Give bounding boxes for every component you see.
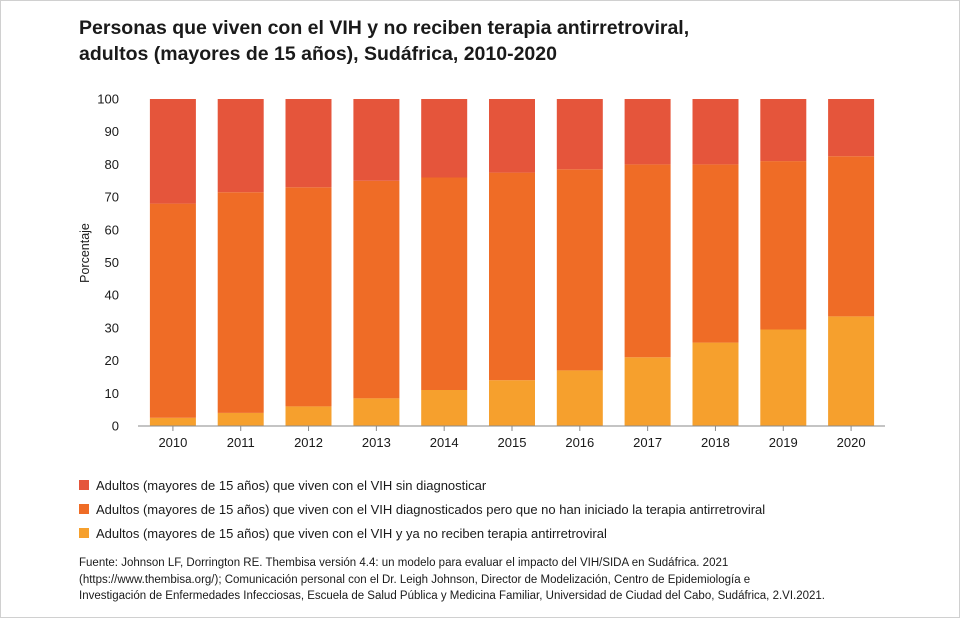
bar-segment-2016-series-2	[556, 169, 603, 371]
bar-segment-2012-series-3	[285, 99, 332, 188]
x-axis: 2010 2011 2012 2013 2014 2015 2016 2017 2018 2019…	[158, 426, 866, 450]
legend-label-diagnosed-not-started: Adultos (mayores de 15 años) que viven c…	[96, 501, 766, 517]
source-line-3: Investigación de Enfermedades Infecciosa…	[79, 590, 826, 602]
y-axis: 0 10 20 30 40 50 60 70 80 90 100	[97, 92, 119, 434]
bar-segment-2014-series-3	[421, 99, 468, 178]
y-tick-label: 80	[105, 157, 119, 172]
y-tick-label: 90	[105, 124, 119, 139]
x-tick-label: 2019	[769, 435, 798, 450]
y-tick-label: 100	[97, 92, 119, 107]
x-tick-label: 2012	[294, 435, 323, 450]
bar-segment-2010-series-1	[149, 417, 196, 426]
legend-swatch-diagnosed-not-started	[79, 504, 89, 514]
bar-segment-2018-series-1	[692, 342, 739, 426]
x-tick-label: 2014	[430, 435, 459, 450]
x-tick-label: 2020	[837, 435, 866, 450]
y-tick-label: 60	[105, 222, 119, 237]
x-tick-label: 2011	[227, 435, 255, 450]
y-tick-label: 40	[105, 288, 119, 303]
bar-segment-2020-series-1	[828, 316, 875, 426]
bar-segment-2015-series-3	[489, 99, 535, 173]
x-tick-label: 2016	[565, 435, 594, 450]
bar-segment-2018-series-3	[692, 99, 739, 165]
y-tick-label: 50	[105, 255, 119, 270]
source-line-2: (https://www.thembisa.org/); Comunicació…	[79, 573, 751, 586]
bar-segment-2019-series-2	[760, 161, 807, 330]
y-tick-label: 0	[112, 419, 119, 434]
bar-segment-2020-series-3	[828, 99, 875, 157]
legend-label-no-longer-treated: Adultos (mayores de 15 años) que viven c…	[96, 525, 607, 541]
legend-item: Adultos (mayores de 15 años) que viven c…	[79, 473, 765, 497]
chart-title-line-1: Personas que viven con el VIH y no recib…	[79, 17, 690, 39]
legend-swatch-no-longer-treated	[79, 528, 89, 538]
bar-segment-2013-series-1	[353, 398, 400, 426]
y-tick-label: 20	[105, 353, 119, 368]
bar-segment-2010-series-3	[149, 99, 196, 204]
chart-title: Personas que viven con el VIH y no recib…	[79, 15, 939, 67]
y-tick-label: 30	[105, 320, 119, 335]
bar-segment-2010-series-2	[149, 203, 196, 418]
bar-segment-2017-series-1	[624, 357, 671, 426]
legend-item: Adultos (mayores de 15 años) que viven c…	[79, 521, 765, 545]
legend: Adultos (mayores de 15 años) que viven c…	[79, 473, 765, 545]
bar-segment-2019-series-3	[760, 99, 807, 162]
legend-swatch-undiagnosed	[79, 480, 89, 490]
x-tick-label: 2013	[362, 435, 391, 450]
bar-segment-2013-series-2	[353, 180, 400, 399]
bar-segment-2017-series-3	[624, 99, 671, 165]
bar-segment-2015-series-1	[489, 380, 535, 426]
bar-segment-2016-series-3	[556, 99, 603, 170]
x-tick-label: 2015	[498, 435, 527, 450]
bar-segment-2018-series-2	[692, 164, 739, 343]
x-tick-label: 2010	[158, 435, 187, 450]
bar-segment-2011-series-2	[217, 192, 264, 413]
source-note: Fuente: Johnson LF, Dorrington RE. Themb…	[79, 555, 939, 605]
bar-segment-2011-series-1	[217, 412, 264, 426]
bar-segment-2014-series-2	[421, 177, 468, 390]
bar-segment-2014-series-1	[421, 390, 468, 426]
bar-segment-2012-series-1	[285, 406, 332, 426]
bar-segment-2011-series-3	[217, 99, 264, 193]
x-tick-label: 2018	[701, 435, 730, 450]
legend-label-undiagnosed: Adultos (mayores de 15 años) que viven c…	[96, 477, 487, 493]
chart-title-line-2: adultos (mayores de 15 años), Sudáfrica,…	[79, 43, 557, 65]
bar-segment-2020-series-2	[828, 156, 875, 317]
y-tick-label: 70	[105, 190, 119, 205]
bar-segment-2017-series-2	[624, 164, 671, 358]
y-tick-label: 10	[105, 386, 119, 401]
legend-item: Adultos (mayores de 15 años) que viven c…	[79, 497, 765, 521]
source-line-1: Fuente: Johnson LF, Dorrington RE. Themb…	[79, 557, 729, 569]
bar-segment-2015-series-2	[489, 172, 535, 381]
y-axis-title: Porcentaje	[78, 223, 92, 283]
x-tick-label: 2017	[633, 435, 662, 450]
bar-segment-2013-series-3	[353, 99, 400, 181]
bar-segment-2016-series-1	[556, 370, 603, 426]
bars-group	[149, 99, 875, 426]
bar-segment-2019-series-1	[760, 329, 807, 426]
bar-segment-2012-series-2	[285, 187, 332, 407]
